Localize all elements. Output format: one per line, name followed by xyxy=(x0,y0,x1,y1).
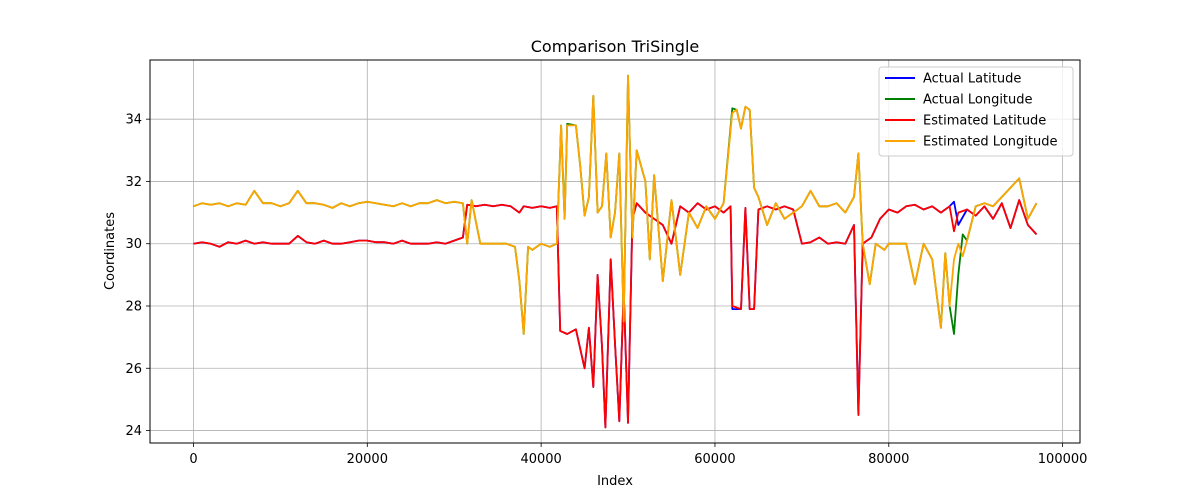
y-axis-ticks: 24 26 28 30 32 34 xyxy=(125,113,150,439)
x-tick-label: 40000 xyxy=(520,452,561,467)
x-tick-label: 80000 xyxy=(868,452,909,467)
x-tick-label: 20000 xyxy=(347,452,388,467)
y-tick-label: 34 xyxy=(125,113,142,128)
legend-label-actual-longitude: Actual Longitude xyxy=(923,93,1033,108)
y-tick-label: 30 xyxy=(125,237,142,252)
legend-label-estimated-longitude: Estimated Longitude xyxy=(923,135,1057,150)
legend-label-actual-latitude: Actual Latitude xyxy=(923,72,1021,87)
y-tick-label: 28 xyxy=(125,299,142,314)
x-tick-label: 60000 xyxy=(694,452,735,467)
y-tick-label: 32 xyxy=(125,175,142,190)
series-line-estimated-latitude xyxy=(193,199,1038,429)
x-axis-label: Index xyxy=(597,474,633,489)
legend-box xyxy=(878,66,1074,157)
y-axis-label: Coordinates xyxy=(103,212,118,290)
chart-title: Comparison TriSingle xyxy=(531,37,700,56)
plot-area-frame xyxy=(149,59,1081,444)
x-tick-label: 0 xyxy=(189,452,197,467)
legend-label-estimated-latitude: Estimated Latitude xyxy=(923,114,1046,129)
x-axis-ticks: 0 20000 40000 60000 80000 100000 xyxy=(189,443,1087,467)
series-line-estimated-longitude xyxy=(193,74,1038,335)
series-line-actual-latitude xyxy=(193,199,1038,429)
legend: Actual Latitude Actual Longitude Estimated… xyxy=(878,66,1074,157)
series-lines xyxy=(193,74,1038,429)
y-tick-label: 24 xyxy=(125,424,142,439)
x-tick-label: 100000 xyxy=(1038,452,1088,467)
y-tick-label: 26 xyxy=(125,362,142,377)
